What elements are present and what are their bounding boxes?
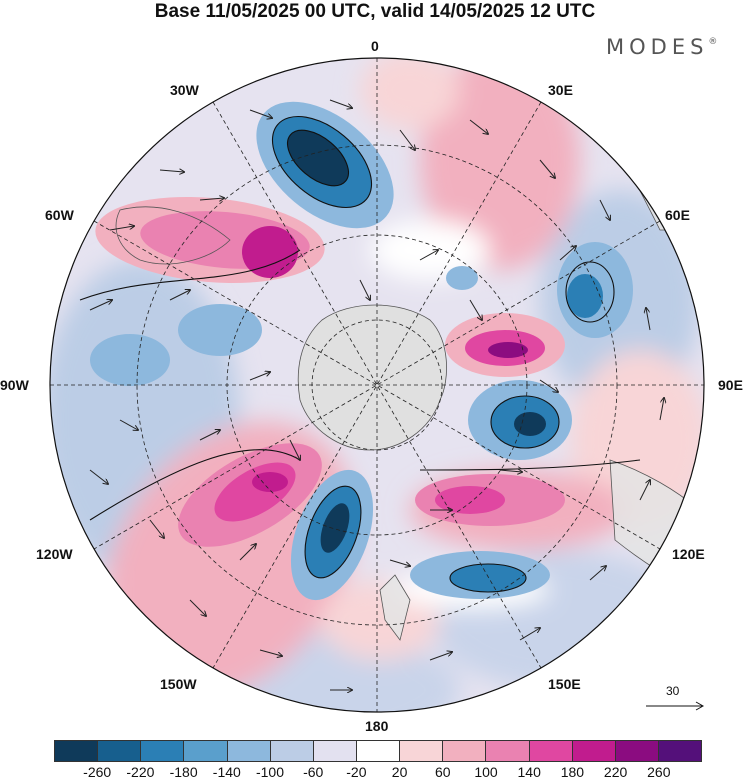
colorbar-segment (356, 741, 401, 761)
colorbar-segment (486, 741, 530, 761)
chart-title: Base 11/05/2025 00 UTC, valid 14/05/2025… (154, 1, 596, 22)
polar-map (49, 57, 705, 713)
lon-label-90e: 90E (718, 377, 743, 393)
reference-vector-arrow (646, 701, 705, 711)
colorbar-tick-label: 260 (647, 764, 671, 780)
lon-label-60w: 60W (45, 207, 74, 223)
reference-vector-label: 30 (666, 684, 680, 698)
lon-label-150w: 150W (160, 676, 197, 692)
wind-vectors (89, 99, 664, 690)
colorbar-segment (98, 741, 142, 761)
colorbar-segment (400, 741, 444, 761)
south-america-coast (115, 206, 231, 265)
colorbar-segment (141, 741, 185, 761)
colorbar-tick-label: 220 (603, 764, 628, 780)
colorbar-tick-label: 60 (435, 764, 451, 780)
colorbar-tick-label: -20 (346, 764, 367, 780)
colorbar-tick-label: -60 (303, 764, 324, 780)
low-core-75w (178, 304, 262, 356)
registered-mark: ® (708, 37, 718, 47)
lon-label-0: 0 (371, 38, 379, 54)
colorbar-ticks: -260 -220 -180 -140 -100 -60 -20 20 60 100 140 180 2… (0, 764, 750, 782)
lon-label-90w: 90W (0, 377, 29, 393)
lon-label-120w: 120W (36, 546, 73, 562)
colorbar-tick-label: -100 (255, 764, 285, 780)
map-boundary (49, 57, 705, 713)
graticule (50, 58, 704, 712)
colorbar-tick-label: 100 (474, 764, 498, 780)
modes-logo: MODES® (606, 35, 717, 59)
brand-text: MODES (606, 35, 709, 59)
colorbar (54, 740, 702, 762)
lon-label-30e: 30E (548, 82, 573, 98)
low-core-small (446, 266, 478, 290)
colorbar-segment (572, 741, 616, 761)
colorbar-segment (529, 741, 573, 761)
anomaly-pos-ne (420, 58, 580, 270)
colorbar-tick-label: -140 (212, 764, 241, 780)
colorbar-tick-label: 180 (560, 764, 585, 780)
lon-label-150e: 150E (548, 676, 581, 692)
anomaly-cores (90, 101, 633, 601)
colorbar-segment (184, 741, 228, 761)
lon-label-30w: 30W (170, 82, 199, 98)
colorbar-segment (658, 741, 702, 761)
colorbar-tick-label: -220 (126, 764, 155, 780)
colorbar-segment (270, 741, 314, 761)
colorbar-segment (443, 741, 487, 761)
lon-label-180: 180 (365, 718, 389, 734)
lon-label-120e: 120E (672, 546, 705, 562)
colorbar-tick-label: -180 (169, 764, 198, 780)
map-field (50, 58, 704, 712)
colorbar-segment (313, 741, 357, 761)
colorbar-tick-label: 140 (517, 764, 541, 780)
colorbar-segment (55, 741, 99, 761)
colorbar-tick-label: -260 (83, 764, 112, 780)
lon-label-60e: 60E (665, 207, 690, 223)
colorbar-segment (615, 741, 659, 761)
colorbar-segment (227, 741, 271, 761)
anomaly-neutral-center (370, 220, 490, 280)
anomaly-pos-north (360, 58, 460, 130)
colorbar-tick-label: 20 (391, 764, 408, 780)
